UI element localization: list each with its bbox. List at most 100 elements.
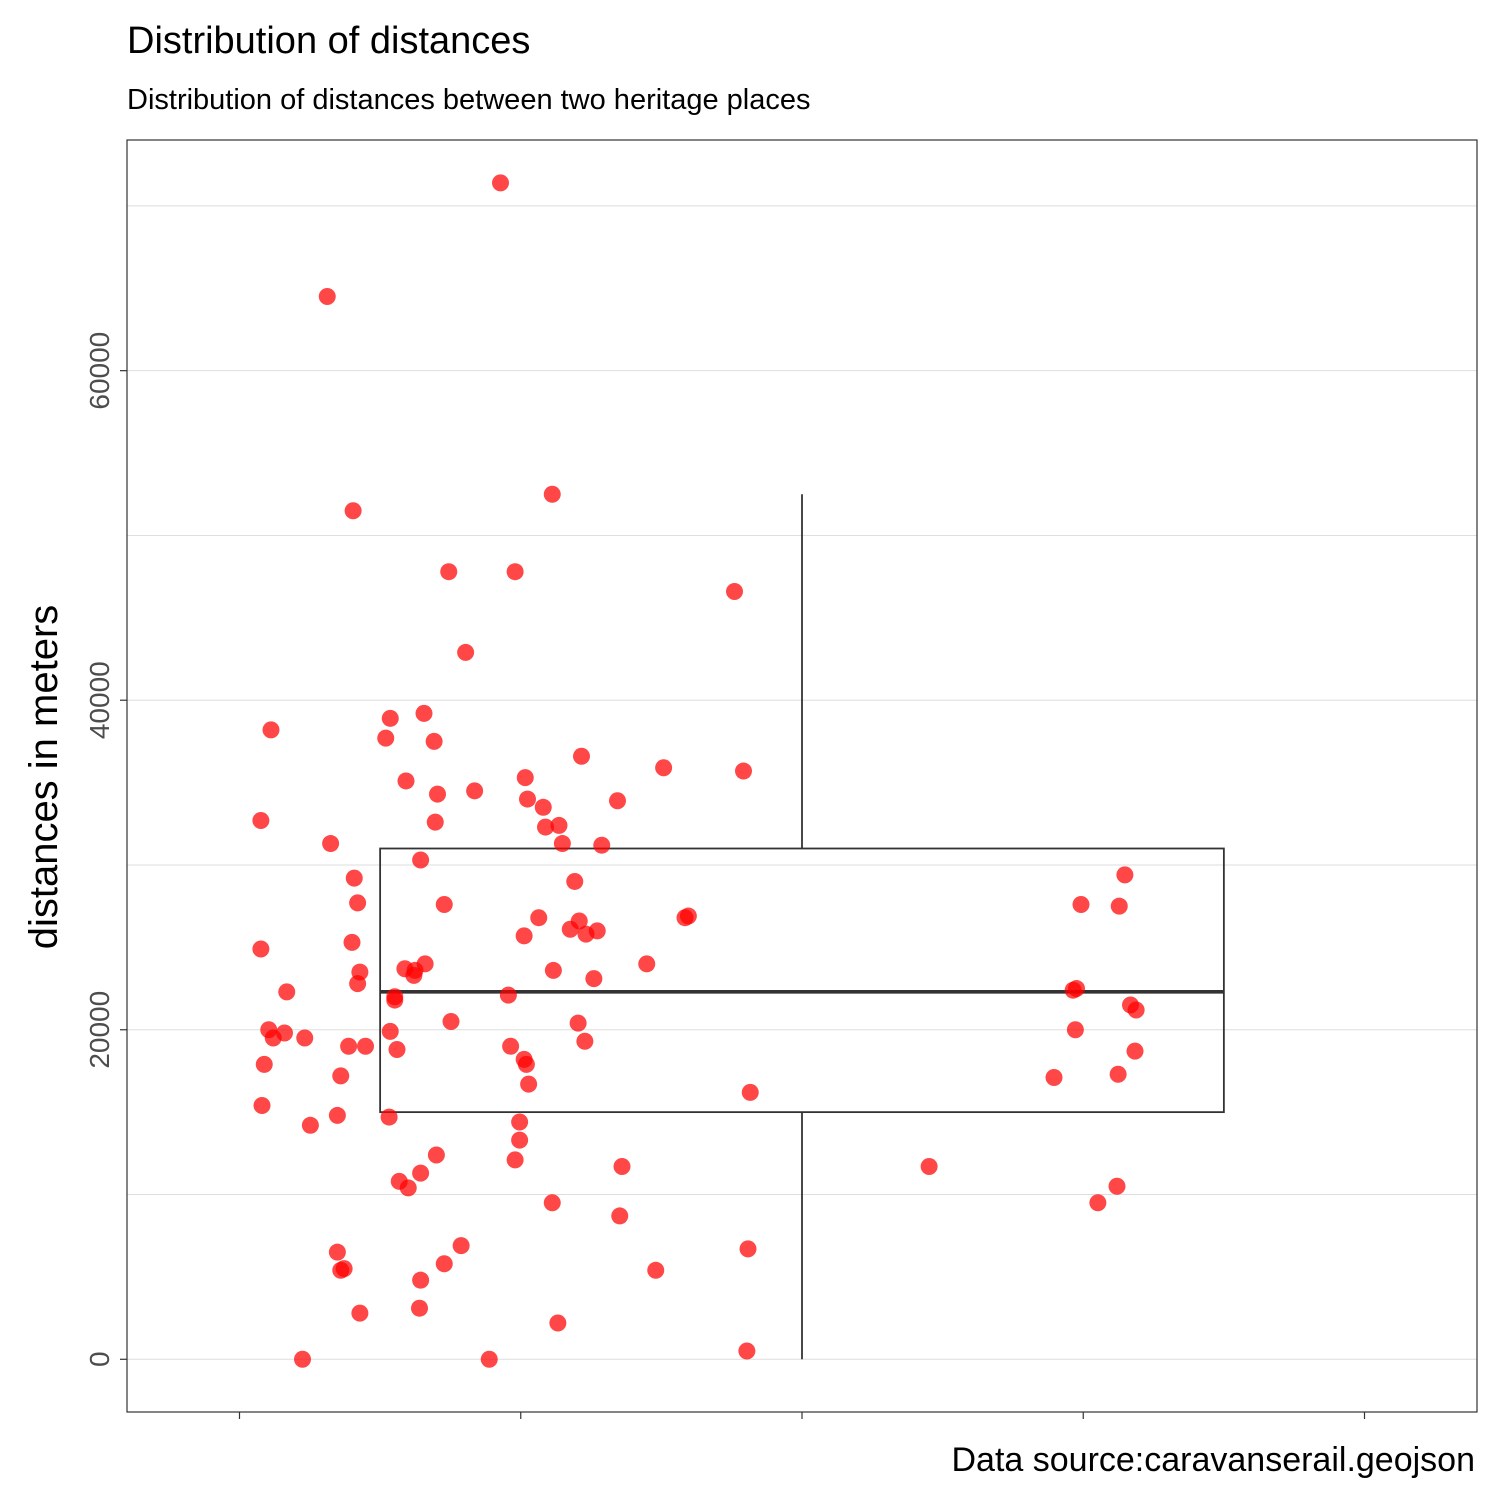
data-point [726,582,743,600]
data-point [544,961,562,979]
data-point [741,1083,759,1101]
data-point [1126,1042,1144,1060]
data-point [534,798,552,816]
data-point [739,1240,757,1258]
data-point [1089,1194,1107,1212]
data-point [585,970,603,988]
data-point [638,955,656,973]
chart-title: Distribution of distances [127,20,530,62]
data-point [576,1032,594,1050]
data-point [412,851,430,869]
data-point [322,835,340,853]
data-point [517,1055,535,1073]
data-point [252,811,270,829]
data-point [344,502,362,520]
data-point [655,759,673,777]
data-point [397,772,415,790]
data-point [412,1271,430,1289]
chart-subtitle: Distribution of distances between two he… [127,84,811,116]
data-point [296,1029,314,1047]
data-point [543,1194,561,1212]
data-point [388,1041,406,1059]
data-point [328,1243,346,1261]
data-point [435,1255,453,1273]
data-point [255,1055,273,1073]
data-point [328,1106,346,1124]
data-point [502,1037,520,1055]
data-point [426,813,444,831]
boxplot [379,494,1225,1360]
data-point [506,1151,524,1169]
data-point [515,927,533,945]
data-point [435,896,453,914]
y-axis-label: distances in meters [22,605,66,950]
data-point [399,1179,417,1197]
data-point [340,1037,358,1055]
chart-caption: Data source:caravanserail.geojson [951,1441,1475,1479]
data-point [920,1157,938,1175]
data-point [480,1350,498,1368]
data-point [679,907,697,925]
data-point [425,732,443,750]
data-point [440,563,458,581]
data-point [499,986,517,1004]
data-point [349,975,367,993]
data-point [406,961,424,979]
data-point [519,790,536,808]
data-point [411,1299,428,1317]
data-points [252,174,1145,1368]
data-point [381,1022,399,1040]
data-point [276,1024,293,1042]
data-point [511,1131,529,1149]
data-point [553,835,571,853]
data-point [381,709,399,727]
data-point [301,1116,319,1134]
y-tick-label: 40000 [84,661,115,739]
data-point [492,174,509,192]
y-tick-label: 0 [84,1351,115,1367]
data-point [569,1014,587,1032]
data-point [647,1261,665,1279]
data-point [1068,980,1085,998]
data-point [294,1350,311,1368]
data-point [593,836,611,854]
data-point [511,1113,529,1131]
axes: 0 20000 40000 60000 [84,332,1366,1419]
data-point [550,816,568,834]
data-point [457,643,475,661]
data-point [549,1314,567,1332]
data-point [1116,866,1134,884]
y-tick-label: 20000 [84,991,115,1069]
data-point [1127,1001,1145,1019]
data-point [735,762,752,780]
data-point [1109,1065,1127,1083]
data-point [537,818,554,836]
data-point [332,1067,350,1085]
data-point [506,563,524,581]
data-point [613,1157,631,1175]
data-point [429,785,446,803]
data-point [427,1146,445,1164]
y-tick-label: 60000 [84,332,115,410]
data-point [561,920,579,938]
data-point [318,288,336,306]
data-point [738,1342,756,1360]
data-point [1072,896,1090,914]
data-point [253,1097,271,1115]
data-point [345,869,363,887]
data-point [466,782,484,800]
data-point [380,1108,398,1126]
data-point [386,991,404,1009]
data-point [530,909,548,927]
data-point [573,747,590,765]
data-point [516,769,534,787]
data-point [343,933,361,951]
data-point [543,485,561,503]
data-point [609,792,626,810]
data-point [357,1037,374,1055]
data-point [262,721,280,739]
data-point [278,983,296,1001]
data-point [349,894,367,912]
